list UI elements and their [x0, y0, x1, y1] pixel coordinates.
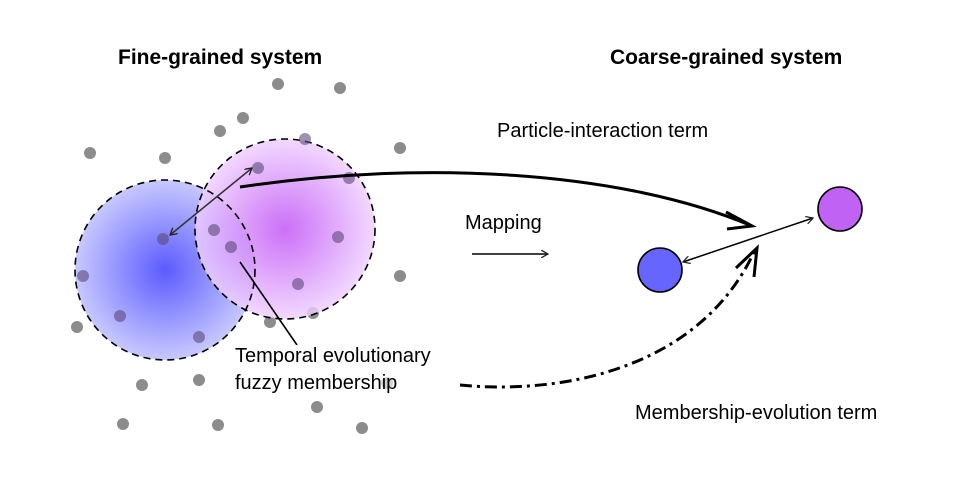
particle-dot — [71, 321, 83, 333]
coarse-particle-blue — [637, 247, 683, 293]
particle-dot — [157, 233, 169, 245]
particle-dot — [193, 331, 205, 343]
particle-dot — [159, 152, 171, 164]
fine-interaction-arrow — [170, 168, 252, 235]
particle-interaction-label: Particle-interaction term — [497, 120, 709, 142]
particle-dot — [264, 316, 276, 328]
particle-dot — [272, 78, 284, 90]
particle-dot — [214, 125, 226, 137]
particle-dot — [77, 270, 89, 282]
particle-interaction-arrow — [239, 171, 753, 228]
membership-pointer-line — [239, 261, 298, 346]
particle-dot — [394, 270, 406, 282]
mapping-label: Mapping — [465, 212, 542, 234]
fine-cluster-purple — [195, 139, 375, 319]
particle-dot — [356, 422, 368, 434]
membership-evolution-arrowhead — [734, 244, 759, 278]
membership-evolution-arrow — [459, 249, 757, 389]
membership-label-line2: fuzzy membership — [235, 372, 398, 395]
particle-dot — [114, 310, 126, 322]
particle-dot — [117, 418, 129, 430]
particle-dot — [193, 374, 205, 386]
particle-dot — [136, 379, 148, 391]
particle-dot — [212, 419, 224, 431]
particle-dot — [225, 241, 237, 253]
particle-dot — [237, 112, 249, 124]
coarse-particle-purple — [817, 186, 863, 232]
particle-dot — [299, 133, 311, 145]
particle-dot — [311, 401, 323, 413]
particle-dot — [394, 142, 406, 154]
background-particles — [71, 78, 406, 434]
particle-interaction-arrowhead — [725, 210, 757, 231]
particle-dot — [292, 278, 304, 290]
particle-dot — [84, 147, 96, 159]
cluster-particles — [77, 133, 355, 343]
membership-evolution-label: Membership-evolution term — [635, 402, 878, 424]
fine-cluster-blue-border — [74, 179, 256, 361]
particle-dot — [332, 231, 344, 243]
particle-dot — [334, 82, 346, 94]
membership-label-line1: Temporal evolutionary — [235, 345, 431, 368]
fine-grained-title: Fine-grained system — [118, 46, 323, 69]
particle-dot — [252, 162, 264, 174]
coarse-grained-title: Coarse-grained system — [610, 46, 843, 69]
coarse-interaction-arrow — [683, 218, 813, 262]
particle-dot — [208, 224, 220, 236]
